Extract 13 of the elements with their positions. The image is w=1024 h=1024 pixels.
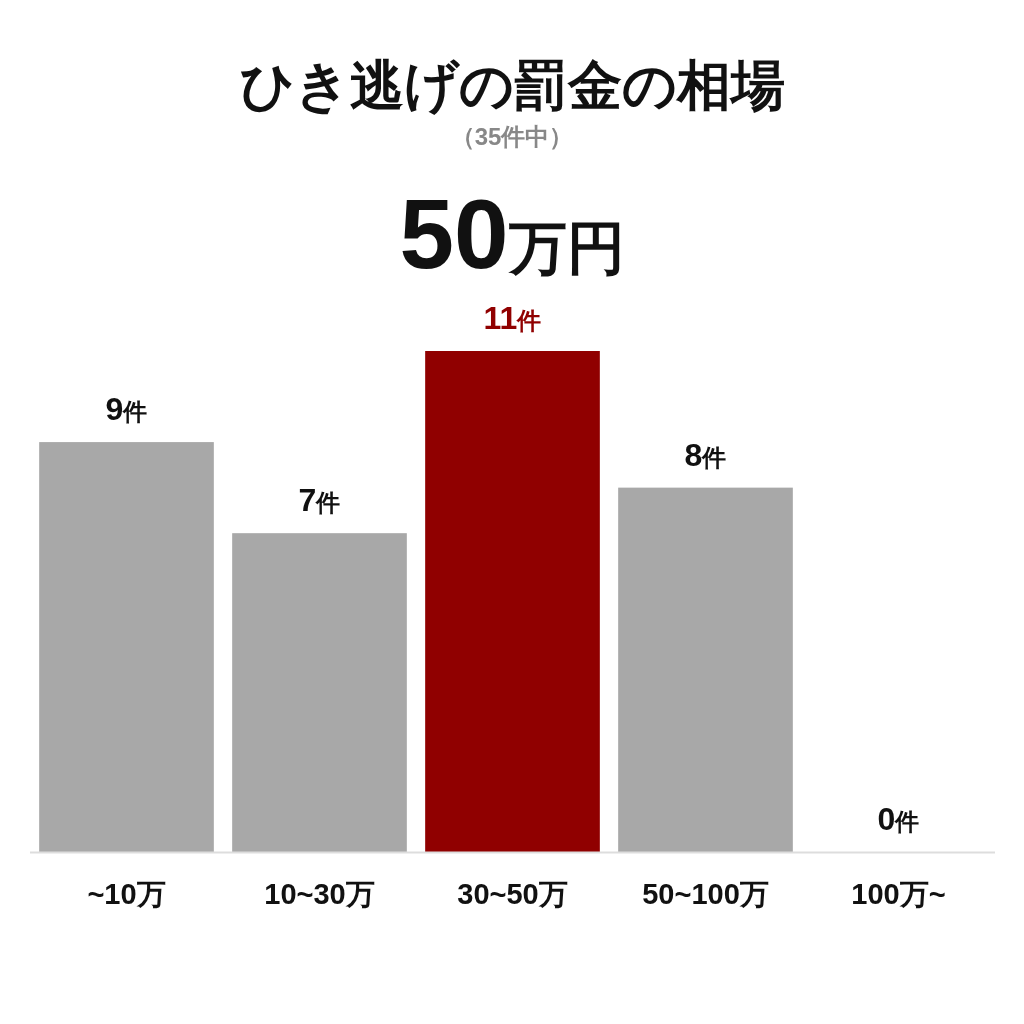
data-label: 9件	[105, 391, 148, 428]
chart-title: ひき逃げの罰金の相場	[239, 55, 785, 115]
x-tick-label: 50~100万	[642, 878, 769, 910]
chart-subtitle: （35件中）	[450, 123, 574, 150]
data-label: 7件	[298, 482, 341, 519]
data-label: 0件	[877, 801, 920, 837]
data-label: 8件	[684, 436, 727, 473]
x-tick-label: ~10万	[87, 878, 166, 910]
x-tick-label: 30~50万	[457, 878, 568, 910]
text: 50万円	[399, 179, 625, 289]
x-tick-label: 100万~	[851, 878, 946, 910]
data-label: 11件	[483, 300, 542, 336]
x-tick-label: 10~30万	[264, 878, 375, 910]
